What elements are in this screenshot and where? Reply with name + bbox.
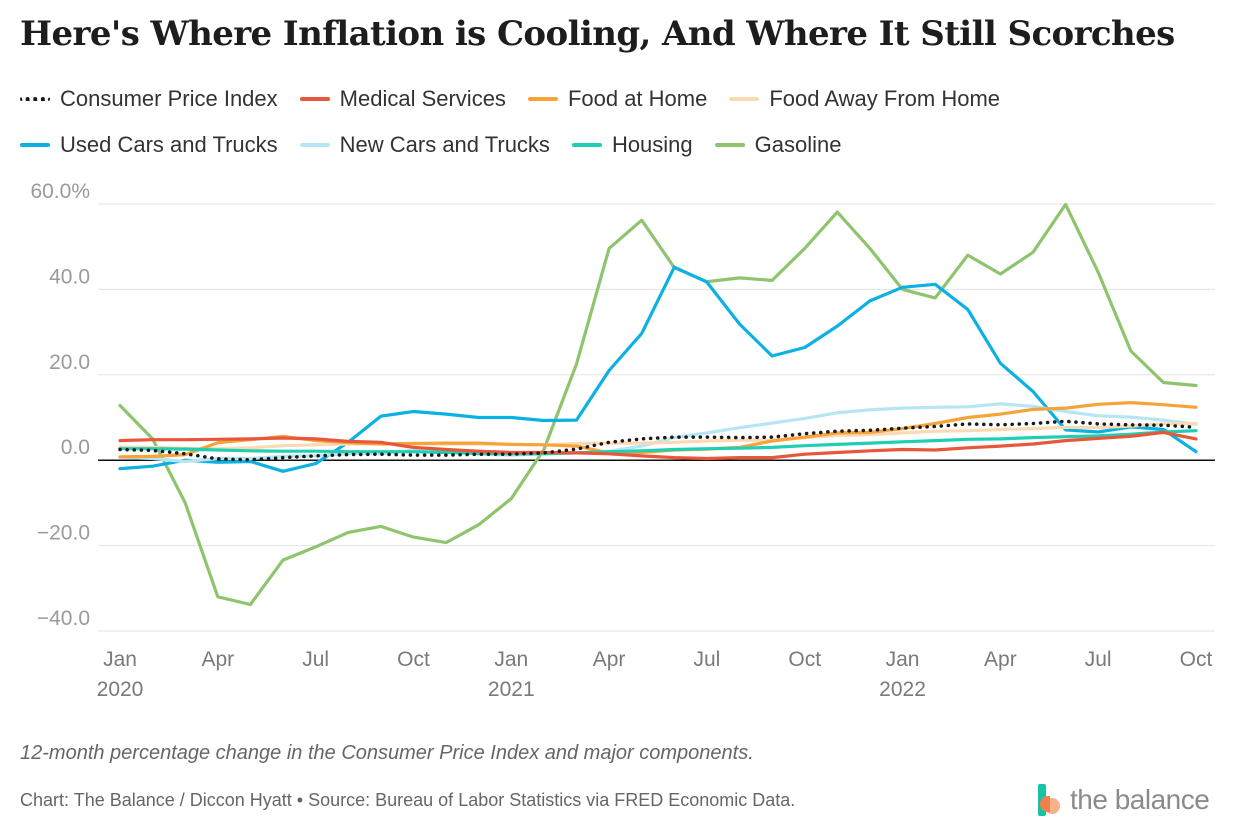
x-tick-label: Jul xyxy=(693,648,720,671)
y-tick-label: 60.0% xyxy=(30,180,90,203)
x-tick-label: Jan xyxy=(103,648,137,671)
y-tick-label: 40.0 xyxy=(49,265,90,288)
legend-label-cpi: Consumer Price Index xyxy=(60,86,278,111)
series-line-housing xyxy=(118,429,1198,456)
grid xyxy=(98,203,1215,632)
legend-swatch-medical-services xyxy=(299,97,330,101)
y-tick-label: 0.0 xyxy=(61,436,90,459)
legend-swatch-food-at-home xyxy=(527,97,558,101)
x-tick-label: Apr xyxy=(201,648,234,671)
brand-logo: the balance xyxy=(1036,780,1210,820)
x-tick-year-label: 2021 xyxy=(488,678,535,701)
legend-label-housing: Housing xyxy=(611,132,693,157)
legend-swatch-food-away xyxy=(729,97,760,101)
series-line-used-cars-and-trucks xyxy=(118,265,1198,473)
chart-title: Here's Where Inflation is Cooling, And W… xyxy=(20,14,1175,54)
legend-item-gasoline: Gasoline xyxy=(714,132,842,158)
chart-caption: 12-month percentage change in the Consum… xyxy=(20,742,754,764)
x-tick-year-label: 2022 xyxy=(879,678,926,701)
legend-item-food-away: Food Away From Home xyxy=(729,86,1000,112)
x-tick-label: Jan xyxy=(886,648,920,671)
x-tick-label: Jan xyxy=(494,648,528,671)
legend-label-new-cars: New Cars and Trucks xyxy=(339,132,550,157)
y-tick-label: −20.0 xyxy=(37,522,90,545)
x-tick-label: Jul xyxy=(1085,648,1112,671)
series-lines xyxy=(118,202,1198,607)
y-tick-label: 20.0 xyxy=(49,351,90,374)
series-line-gasoline xyxy=(118,202,1198,607)
legend-label-medical-services: Medical Services xyxy=(339,86,506,111)
legend-row-1: Consumer Price Index Medical Services Fo… xyxy=(20,86,1022,112)
legend-swatch-new-cars xyxy=(299,143,330,147)
legend-item-new-cars: New Cars and Trucks xyxy=(299,132,550,158)
x-tick-label: Oct xyxy=(397,648,430,671)
legend-swatch-cpi xyxy=(20,97,50,101)
legend-label-gasoline: Gasoline xyxy=(754,132,842,157)
x-tick-label: Apr xyxy=(593,648,626,671)
legend-swatch-gasoline xyxy=(714,143,745,147)
line-chart: 60.0% 40.0 20.0 0.0 −20.0 −40.0 Jan 2020 Apr Jul O… xyxy=(30,180,1215,701)
series-line-consumer-price-index xyxy=(118,419,1198,462)
legend-label-food-away: Food Away From Home xyxy=(769,86,1001,111)
legend-item-food-at-home: Food at Home xyxy=(527,86,708,112)
series-line-food-away-from-home xyxy=(118,421,1198,451)
x-tick-label: Apr xyxy=(984,648,1017,671)
legend-row-2: Used Cars and Trucks New Cars and Trucks… xyxy=(20,132,864,158)
x-tick-label: Jul xyxy=(302,648,329,671)
series-line-medical-services xyxy=(118,430,1198,461)
axes: 60.0% 40.0 20.0 0.0 −20.0 −40.0 Jan 2020 Apr Jul O… xyxy=(30,180,1212,701)
y-tick-label: −40.0 xyxy=(37,607,90,630)
legend-item-cpi: Consumer Price Index xyxy=(20,86,278,112)
x-tick-label: Oct xyxy=(788,648,821,671)
legend-item-medical-services: Medical Services xyxy=(299,86,506,112)
legend-item-housing: Housing xyxy=(571,132,693,158)
legend-swatch-used-cars xyxy=(20,143,50,147)
legend-label-used-cars: Used Cars and Trucks xyxy=(60,132,278,157)
legend-swatch-housing xyxy=(571,143,602,147)
brand-name: the balance xyxy=(1070,784,1210,815)
x-tick-year-label: 2020 xyxy=(97,678,144,701)
brand-mark-icon xyxy=(1036,782,1062,818)
chart-credit: Chart: The Balance / Diccon Hyatt • Sour… xyxy=(20,790,796,810)
legend-label-food-at-home: Food at Home xyxy=(567,86,708,111)
x-tick-label: Oct xyxy=(1180,648,1213,671)
legend-item-used-cars: Used Cars and Trucks xyxy=(20,132,278,158)
